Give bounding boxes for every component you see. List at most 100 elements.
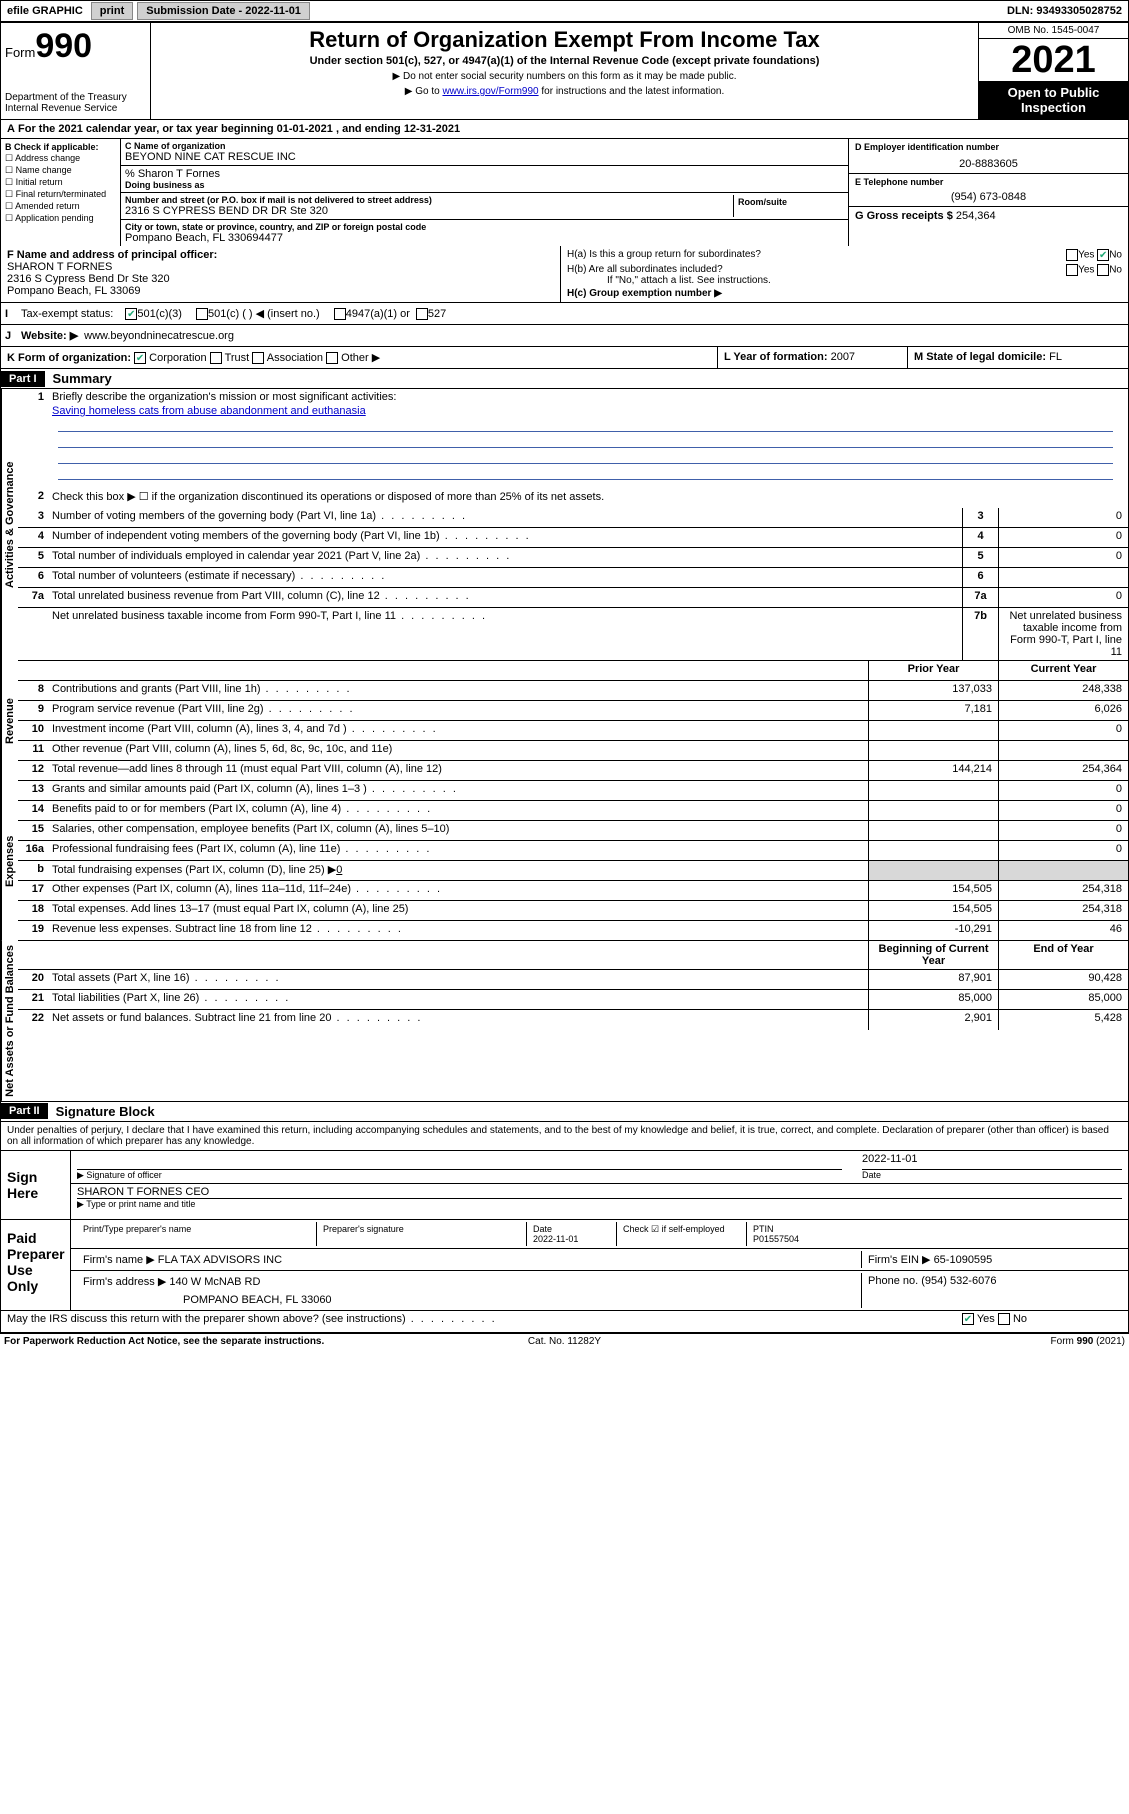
- ha-no[interactable]: [1097, 249, 1109, 261]
- k-other[interactable]: [326, 352, 338, 364]
- chk-pending[interactable]: ☐ Application pending: [5, 213, 116, 224]
- part1-title: Summary: [45, 369, 120, 388]
- v6: [998, 568, 1128, 587]
- sig-declaration: Under penalties of perjury, I declare th…: [1, 1122, 1128, 1150]
- r11: Other revenue (Part VIII, column (A), li…: [48, 741, 868, 760]
- prep-name-label: Print/Type preparer's name: [77, 1222, 317, 1246]
- form-word: Form: [5, 45, 35, 60]
- open-inspection: Open to Public Inspection: [979, 81, 1128, 119]
- i-501c[interactable]: [196, 308, 208, 320]
- g-value: 254,364: [956, 210, 996, 222]
- sig-date-label: Date: [862, 1169, 1122, 1180]
- firm-addr2: POMPANO BEACH, FL 33060: [183, 1294, 855, 1306]
- sign-here-grid: Sign Here Signature of officer 2022-11-0…: [1, 1150, 1128, 1219]
- q7b-text: Net unrelated business taxable income fr…: [48, 608, 962, 660]
- tax-year: 2021: [979, 39, 1128, 81]
- sign-here-label: Sign Here: [1, 1151, 71, 1219]
- a-text: For the 2021 calendar year, or tax year …: [18, 123, 277, 135]
- form-number: Form990: [5, 27, 146, 66]
- p15: [868, 821, 998, 840]
- irs-label: Internal Revenue Service: [5, 103, 146, 114]
- submission-date-button[interactable]: Submission Date - 2022-11-01: [137, 2, 310, 20]
- r18: Total expenses. Add lines 13–17 (must eq…: [48, 901, 868, 920]
- c-street-label: Number and street (or P.O. box if mail i…: [125, 195, 733, 205]
- c22: 5,428: [998, 1010, 1128, 1030]
- i-527[interactable]: [416, 308, 428, 320]
- c21: 85,000: [998, 990, 1128, 1009]
- chk-namechange[interactable]: ☐ Name change: [5, 165, 116, 176]
- col-curr: Current Year: [998, 661, 1128, 680]
- p12: 144,214: [868, 761, 998, 780]
- k-block: K Form of organization: Corporation Trus…: [1, 347, 718, 368]
- dln-label: DLN: 93493305028752: [1007, 5, 1128, 17]
- firm-ein: 65-1090595: [934, 1254, 993, 1266]
- k-corp[interactable]: [134, 352, 146, 364]
- k-trust[interactable]: [210, 352, 222, 364]
- p9: 7,181: [868, 701, 998, 720]
- a-end: 12-31-2021: [404, 123, 460, 135]
- form-subtitle: Under section 501(c), 527, or 4947(a)(1)…: [157, 55, 972, 67]
- r9: Program service revenue (Part VIII, line…: [48, 701, 868, 720]
- firm-addr1: 140 W McNAB RD: [169, 1276, 260, 1288]
- firm-phone: (954) 532-6076: [921, 1275, 996, 1287]
- chk-address[interactable]: ☐ Address change: [5, 153, 116, 164]
- print-button[interactable]: print: [91, 2, 133, 20]
- c-street: 2316 S CYPRESS BEND DR DR Ste 320: [125, 205, 733, 217]
- sig-date: 2022-11-01: [862, 1153, 1122, 1169]
- c15: 0: [998, 821, 1128, 840]
- footer-left: For Paperwork Reduction Act Notice, see …: [4, 1336, 378, 1347]
- k-assoc[interactable]: [252, 352, 264, 364]
- note-goto-a: Go to: [415, 86, 442, 97]
- officer-name-title: SHARON T FORNES CEO: [77, 1186, 1122, 1198]
- header-left: Form990 Department of the Treasury Inter…: [1, 23, 151, 119]
- c-dba-label: Doing business as: [125, 180, 844, 190]
- form990-link[interactable]: www.irs.gov/Form990: [442, 86, 538, 97]
- m-value: FL: [1049, 351, 1062, 363]
- chk-final[interactable]: ☐ Final return/terminated: [5, 189, 116, 200]
- q5-text: Total number of individuals employed in …: [48, 548, 962, 567]
- c-name-block: C Name of organization BEYOND NINE CAT R…: [121, 139, 848, 166]
- top-toolbar: efile GRAPHIC print Submission Date - 20…: [0, 0, 1129, 22]
- f-label: F Name and address of principal officer:: [7, 249, 554, 261]
- i-501c3[interactable]: [125, 308, 137, 320]
- f-block: F Name and address of principal officer:…: [1, 246, 561, 302]
- c-room-label: Room/suite: [738, 197, 840, 207]
- c-street-block: Number and street (or P.O. box if mail i…: [121, 193, 848, 220]
- section-expenses: Expenses 13Grants and similar amounts pa…: [0, 781, 1129, 941]
- chk-amended[interactable]: ☐ Amended return: [5, 201, 116, 212]
- part2-title: Signature Block: [48, 1102, 163, 1121]
- discuss-yes[interactable]: [962, 1313, 974, 1325]
- discuss-no[interactable]: [998, 1313, 1010, 1325]
- j-label: Website: ▶: [21, 329, 78, 342]
- c-city-block: City or town, state or province, country…: [121, 220, 848, 246]
- q4-text: Number of independent voting members of …: [48, 528, 962, 547]
- c18: 254,318: [998, 901, 1128, 920]
- note-ssn: Do not enter social security numbers on …: [157, 71, 972, 82]
- section-netassets: Net Assets or Fund Balances Beginning of…: [0, 941, 1129, 1102]
- form-title: Return of Organization Exempt From Incom…: [157, 27, 972, 53]
- chk-initial[interactable]: ☐ Initial return: [5, 177, 116, 188]
- a-mid: , and ending: [336, 123, 404, 135]
- mission-link[interactable]: Saving homeless cats from abuse abandonm…: [52, 405, 366, 417]
- blueline2: [58, 434, 1113, 448]
- m-block: M State of legal domicile: FL: [908, 347, 1128, 368]
- r21: Total liabilities (Part X, line 26): [48, 990, 868, 1009]
- page-footer: For Paperwork Reduction Act Notice, see …: [0, 1333, 1129, 1349]
- paid-preparer-grid: Paid Preparer Use Only Print/Type prepar…: [1, 1219, 1128, 1310]
- r10: Investment income (Part VIII, column (A)…: [48, 721, 868, 740]
- p17: 154,505: [868, 881, 998, 900]
- hb-no[interactable]: [1097, 264, 1109, 276]
- v4: 0: [998, 528, 1128, 547]
- p13: [868, 781, 998, 800]
- c16a: 0: [998, 841, 1128, 860]
- i-4947[interactable]: [334, 308, 346, 320]
- f-addr2: Pompano Beach, FL 33069: [7, 285, 554, 297]
- v7b: Net unrelated business taxable income fr…: [998, 608, 1128, 660]
- r16b: Total fundraising expenses (Part IX, col…: [48, 861, 868, 880]
- ha-yes[interactable]: [1066, 249, 1078, 261]
- hb-yes[interactable]: [1066, 264, 1078, 276]
- signature-block: Under penalties of perjury, I declare th…: [0, 1122, 1129, 1333]
- c-name: BEYOND NINE CAT RESCUE INC: [125, 151, 844, 163]
- paid-preparer-label: Paid Preparer Use Only: [1, 1220, 71, 1310]
- c11: [998, 741, 1128, 760]
